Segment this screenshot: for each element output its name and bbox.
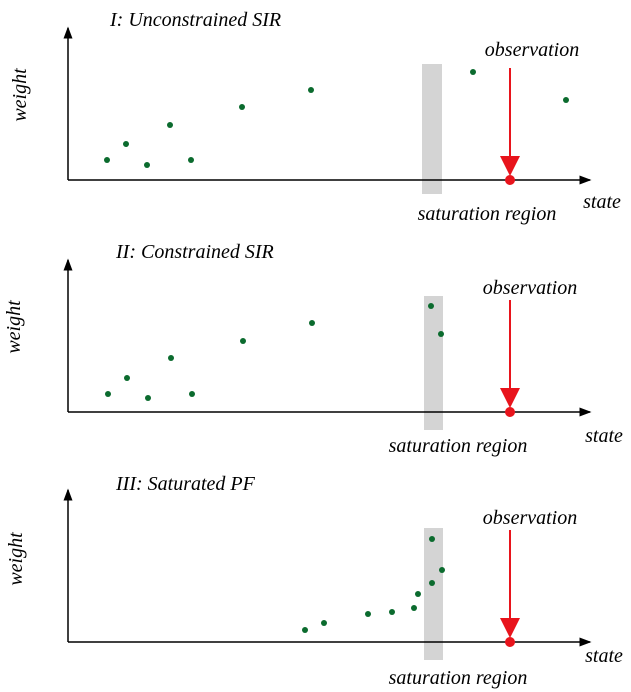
saturation-band [424,296,443,430]
particles [104,69,569,168]
y-label: weight [5,532,27,586]
panel: III: Saturated PF weight state observati… [5,473,623,689]
x-label: state [585,425,623,447]
panel-title: III: Saturated PF [115,473,256,495]
particle [124,375,130,381]
particle [429,580,435,586]
particle [470,69,476,75]
particle [240,338,246,344]
particle [104,157,110,163]
particle [105,391,111,397]
particle [168,355,174,361]
saturation-band [422,64,442,194]
observation-label: observation [485,39,579,61]
particle [439,567,445,573]
particle [389,609,395,615]
observation-point [505,175,515,185]
panel: II: Constrained SIR weight state observa… [3,241,623,457]
observation-point [505,637,515,647]
particle [438,331,444,337]
particle [239,104,245,110]
particles [105,303,444,401]
panel-title: II: Constrained SIR [115,241,274,263]
saturation-label: saturation region [389,667,528,689]
observation-label: observation [483,507,577,529]
particle [563,97,569,103]
observation-label: observation [483,277,577,299]
particles [302,536,445,633]
particle [321,620,327,626]
particle [309,320,315,326]
particle [144,162,150,168]
particle [365,611,371,617]
particle [189,391,195,397]
y-label: weight [3,300,25,354]
particle [188,157,194,163]
panel: I: Unconstrained SIR weight state observ… [9,9,621,225]
x-label: state [585,645,623,667]
y-label: weight [9,68,31,122]
x-label: state [583,191,621,213]
particle [308,87,314,93]
particle [429,536,435,542]
particle [428,303,434,309]
particle [302,627,308,633]
saturation-label: saturation region [389,435,528,457]
particle [415,591,421,597]
observation-point [505,407,515,417]
particle [123,141,129,147]
saturation-label: saturation region [418,203,557,225]
particle [145,395,151,401]
particle [167,122,173,128]
particle [411,605,417,611]
saturation-band [424,528,443,660]
panel-title: I: Unconstrained SIR [109,9,281,31]
